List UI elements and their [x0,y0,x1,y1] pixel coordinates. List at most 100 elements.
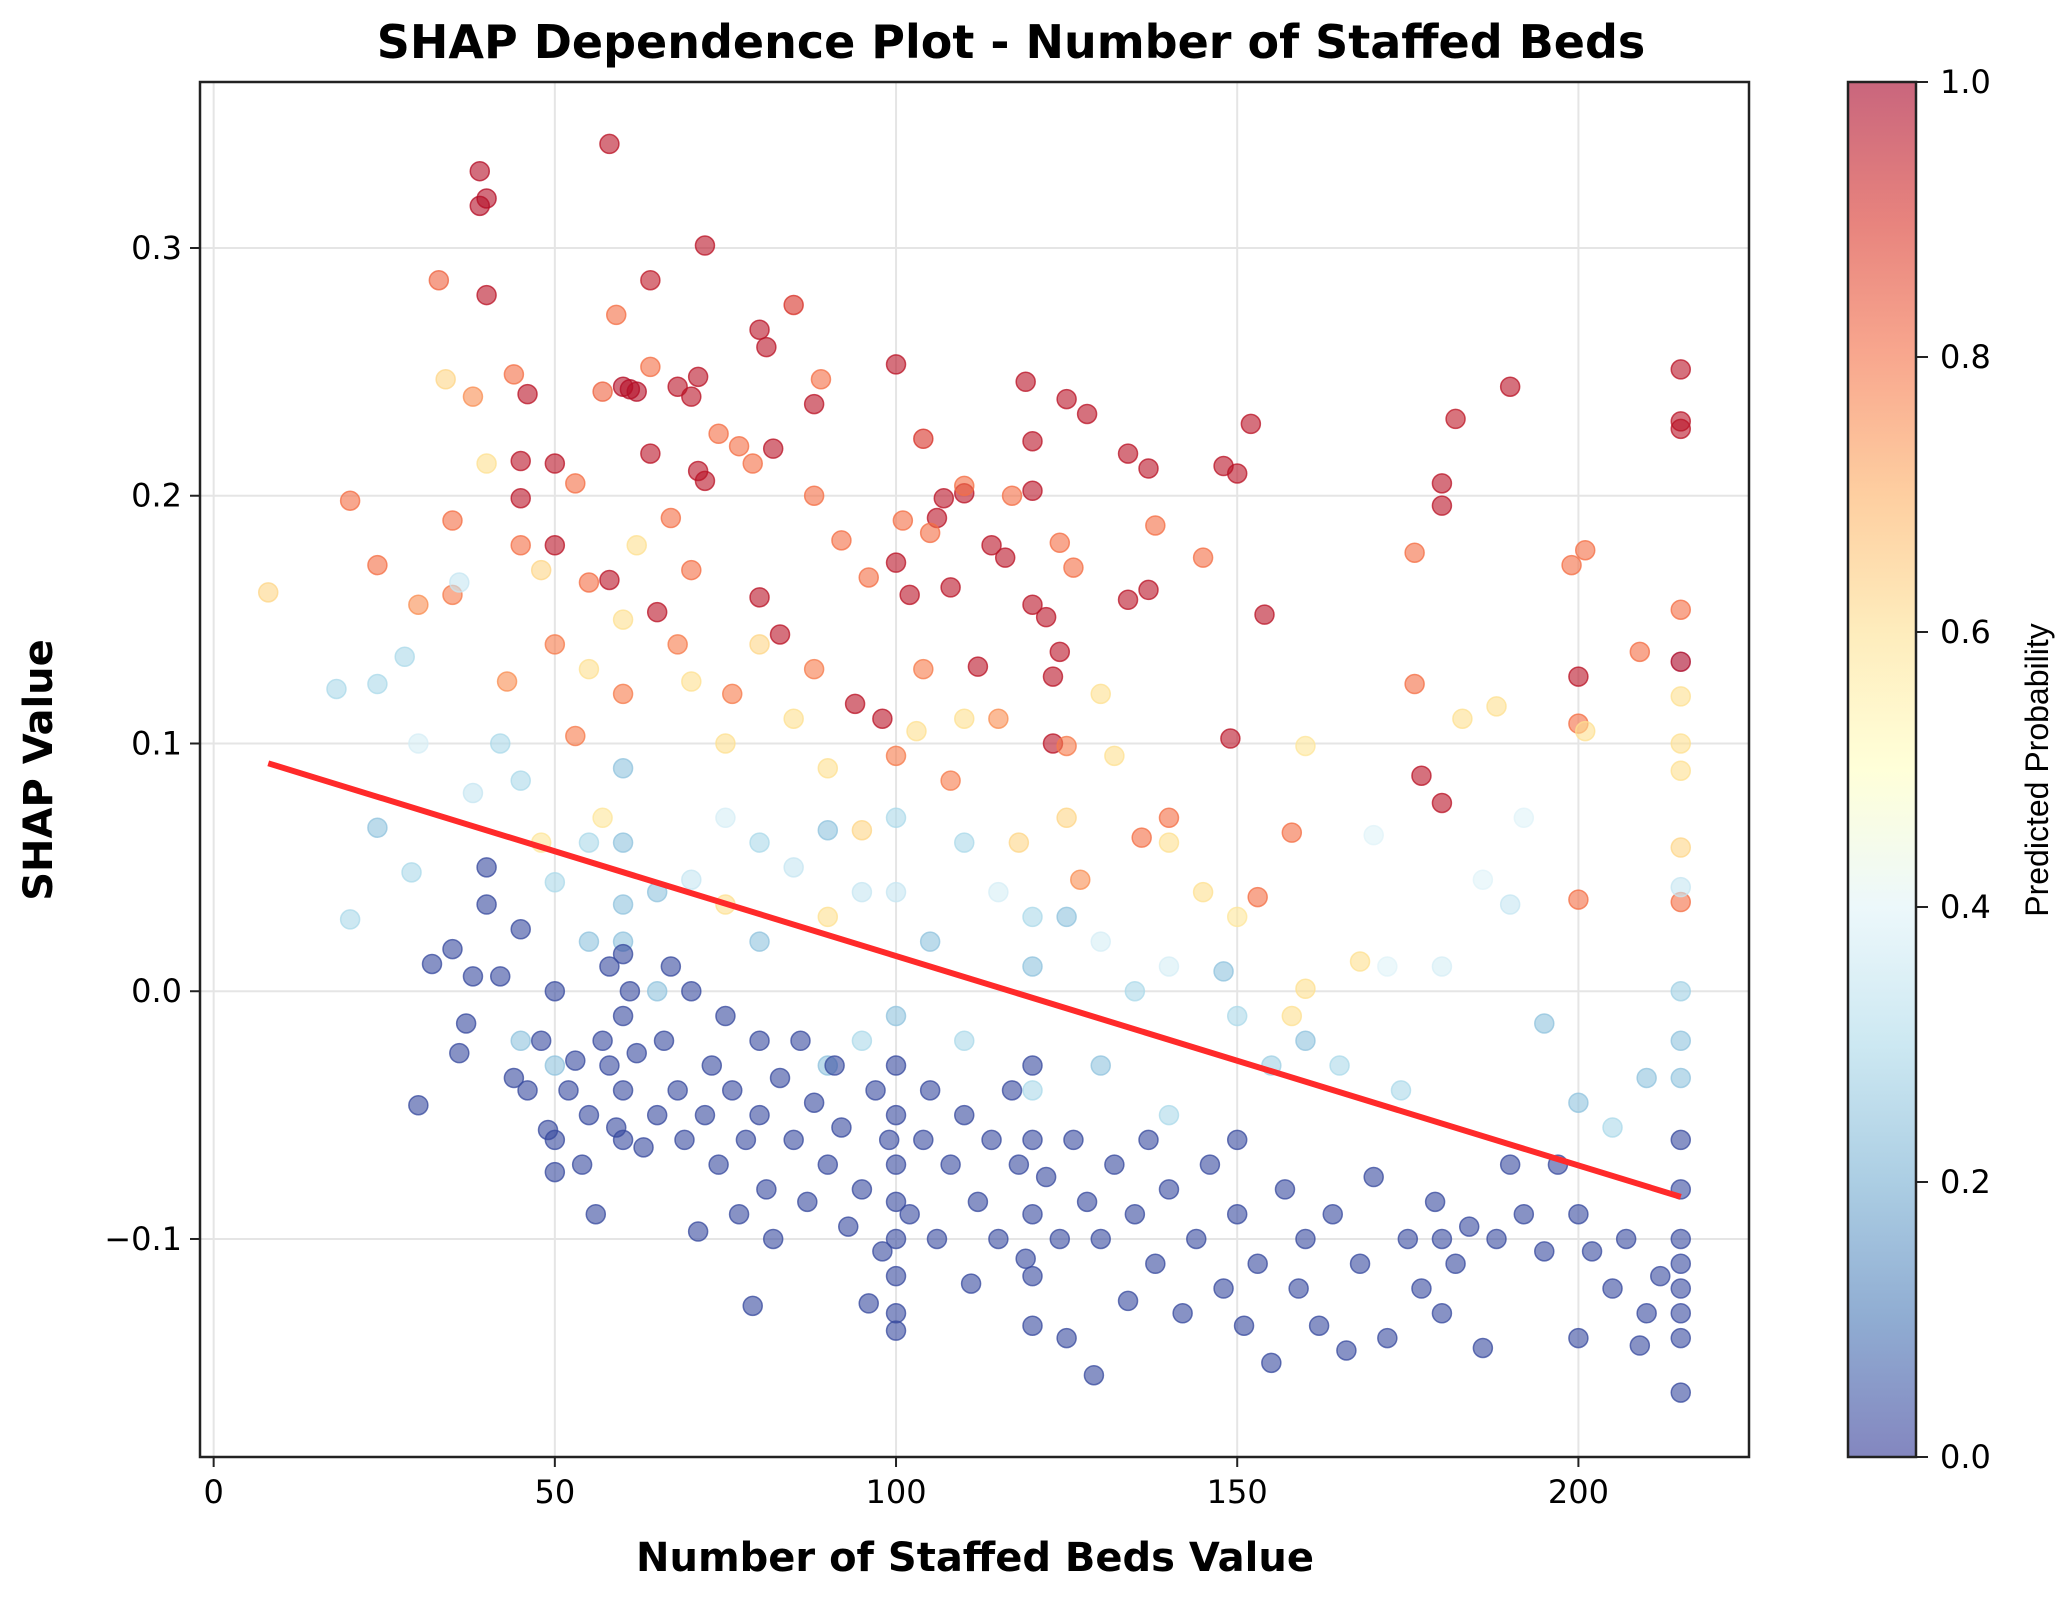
data-point [510,919,531,940]
data-point [1404,542,1425,563]
data-point [1363,1166,1384,1188]
data-point [960,1273,982,1294]
data-point [1090,1228,1111,1250]
data-point [1452,708,1473,729]
data-point [408,733,429,754]
data-point [1226,1129,1248,1151]
data-point [851,1179,873,1200]
data-point [1281,822,1303,843]
data-point [756,1179,777,1200]
y-tick-label: 0.0 [131,972,182,1010]
data-point [558,1080,579,1101]
data-point [612,1129,634,1151]
data-point [1472,1337,1494,1359]
data-point [1124,1203,1146,1225]
data-point [1022,1203,1043,1225]
data-point [612,894,634,915]
data-point [1015,371,1036,393]
data-point [612,376,634,397]
data-point [749,931,770,952]
data-point [1499,894,1521,915]
data-point [872,1241,893,1262]
data-point [1499,1154,1521,1175]
data-point [503,364,525,385]
data-point [640,356,661,378]
data-point [1431,1303,1453,1324]
data-point [646,1104,668,1126]
data-point [1192,881,1214,903]
data-point [1022,1265,1043,1287]
data-point [1568,666,1589,687]
data-point [578,658,600,680]
data-point [1008,1154,1030,1175]
data-point [1445,1253,1466,1275]
data-point [257,582,279,603]
data-point [851,1030,873,1052]
data-point [1056,388,1077,410]
data-point [1377,1327,1398,1349]
data-point [367,554,388,576]
data-point [667,1080,688,1101]
data-point [681,980,702,1002]
data-point [885,1055,907,1076]
data-point [1561,554,1582,576]
data-point [1158,1104,1180,1126]
data-point [913,428,934,450]
data-point [919,1080,941,1101]
data-point [1486,696,1507,717]
data-point [544,535,566,556]
data-point [489,733,511,754]
colorbar-tick-label: 1.0 [1940,63,1991,101]
data-point [1670,1303,1692,1324]
data-point [810,369,832,390]
data-point [612,758,634,779]
data-point [503,1067,525,1089]
data-point [510,487,531,509]
data-point [817,1154,839,1175]
data-point [1602,1278,1623,1299]
data-point [462,966,484,987]
data-point [510,770,531,791]
colorbar-ticks: 0.0 0.2 0.4 0.6 0.8 1.0 [1916,63,1991,1476]
x-axis-ticks: 0 50 100 150 200 [203,1457,1609,1511]
data-point [1022,1315,1043,1336]
data-point [578,832,600,853]
data-point [687,1221,709,1242]
data-point [1090,931,1111,952]
data-point [1574,720,1596,742]
data-point [1104,1154,1125,1175]
data-point [1145,1253,1166,1275]
data-point [1124,980,1146,1002]
data-point [954,708,975,729]
data-point [1022,1055,1043,1076]
grid-lines [200,82,1749,1457]
data-point [885,1191,907,1213]
colorbar [1846,80,1918,1459]
data-point [1186,1228,1207,1250]
data-point [1404,673,1425,695]
data-point [421,953,443,975]
data-point [510,450,531,472]
x-axis-label: Number of Staffed Beds Value [636,1535,1314,1581]
data-point [940,1154,961,1175]
colorbar-tick-label: 0.8 [1940,338,1991,376]
data-point [1513,807,1535,829]
y-tick-label: 0.1 [131,724,182,762]
data-point [1336,1340,1357,1361]
data-point [1670,733,1692,754]
data-point [592,381,613,402]
data-point [455,1013,477,1034]
data-point [749,832,770,853]
colorbar-tick-label: 0.6 [1940,613,1991,651]
data-point [674,1129,695,1151]
colorbar-tick-label: 0.0 [1940,1438,1991,1476]
data-point [1056,1327,1077,1349]
data-point [722,683,743,705]
data-point [565,1050,586,1071]
data-point [1670,1129,1692,1151]
data-point [708,423,729,445]
data-point [749,319,770,340]
data-point [1015,1248,1036,1270]
data-point [660,956,682,977]
